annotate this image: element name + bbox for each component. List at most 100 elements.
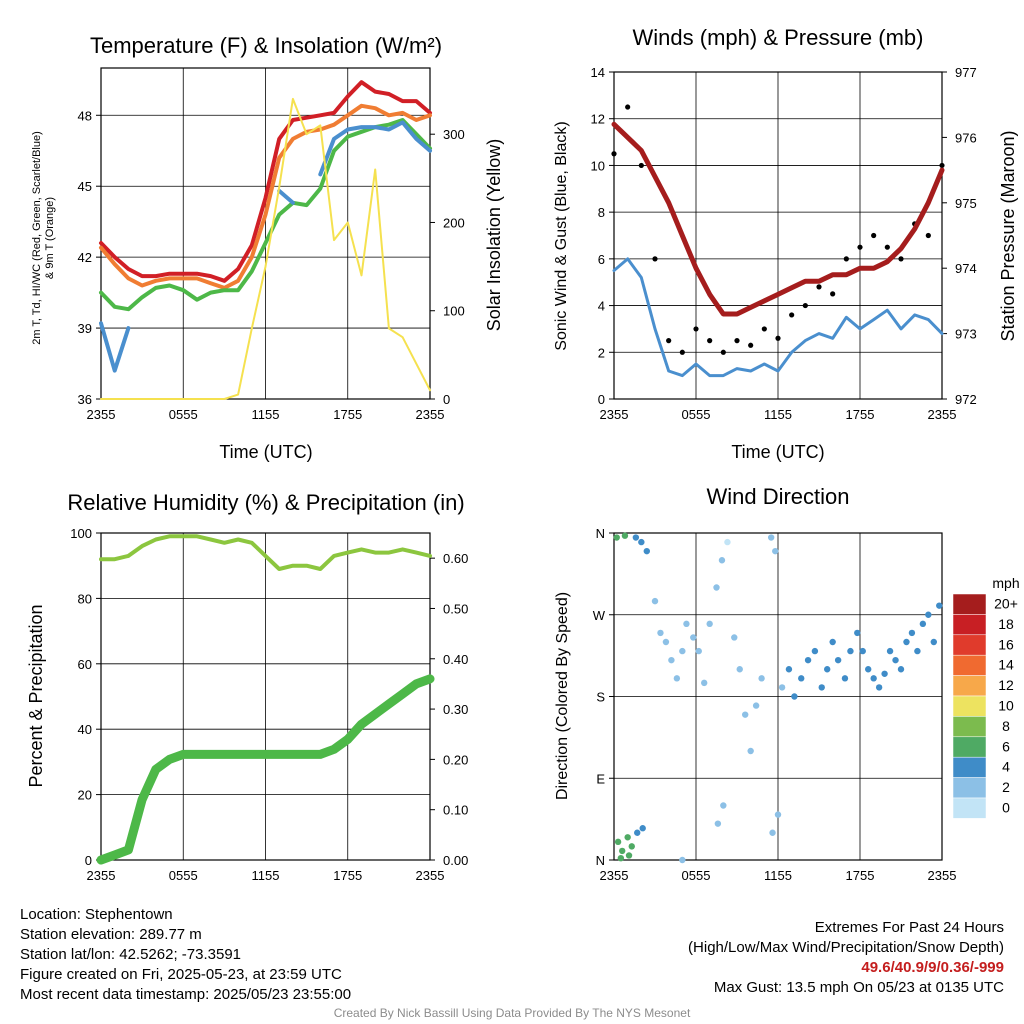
colorbar-swatch (952, 634, 987, 656)
gust-point (830, 291, 836, 297)
direction-point (731, 634, 738, 641)
x-tick-label: 1755 (846, 868, 875, 883)
y-tick-label: 60 (78, 657, 92, 672)
direction-point (621, 532, 629, 539)
wind_blue-line (612, 257, 944, 378)
direction-point (892, 656, 899, 664)
humidity-plot: 2355 0555 1155 1755 23550204060801000.000.10… (70, 526, 468, 883)
y-tick-label: W (593, 608, 606, 623)
direction-point (767, 534, 775, 541)
gust-point (734, 338, 740, 344)
gust-point (802, 302, 808, 309)
chill_blue-line (99, 120, 432, 373)
direction-point (639, 825, 646, 832)
gust-point (925, 232, 931, 239)
y-right-tick-label: 0.50 (443, 601, 468, 616)
direction-point (724, 538, 731, 546)
solar_yellow-line (100, 97, 431, 400)
y-right-tick-label: 0.60 (443, 551, 468, 566)
direction-point (886, 647, 894, 655)
direction-point (657, 629, 664, 637)
x-tick-label: 2355 (416, 407, 445, 422)
x-tick-label: 2355 (600, 407, 629, 422)
colorbar-swatch (952, 695, 987, 717)
y-right-tick-label: 0.00 (443, 853, 468, 868)
y-tick-label: N (596, 853, 605, 868)
gust-point (679, 349, 685, 355)
direction-point (625, 852, 633, 859)
y-tick-label: 2 (598, 345, 605, 360)
temperature-panel: Temperature (F) & Insolation (W/m²) Time… (31, 33, 504, 462)
direction-point (897, 666, 905, 673)
direction-point (875, 684, 883, 691)
direction-point (679, 856, 686, 864)
colorbar-swatch (952, 614, 987, 636)
y-tick-label: N (596, 526, 605, 541)
x-tick-label: 2355 (928, 407, 957, 422)
direction-point (772, 547, 779, 555)
direction-point (628, 843, 635, 850)
colorbar-label: 14 (998, 657, 1014, 673)
humidity-ylabel-left: Percent & Precipitation (26, 604, 46, 787)
direction-point (752, 702, 760, 709)
colorbar-label: 0 (1002, 800, 1010, 816)
x-tick-label: 2355 (416, 868, 445, 883)
colorbar-label: 16 (998, 636, 1014, 652)
gust-point (652, 256, 658, 262)
gust-point (720, 349, 726, 355)
station-latlon: Station lat/lon: 42.5262; -73.3591 (20, 946, 242, 963)
gust-point (707, 338, 713, 344)
direction-point (769, 829, 776, 836)
colorbar-swatch (952, 736, 987, 758)
x-tick-label: 1755 (846, 407, 875, 422)
y-tick-label: 12 (591, 112, 605, 127)
gust-point (761, 326, 767, 332)
gust-point (693, 326, 699, 332)
direction-point (854, 629, 861, 637)
gust-point (748, 342, 754, 348)
max-gust: Max Gust: 13.5 mph On 05/23 at 0135 UTC (713, 979, 1004, 996)
y-right-tick-label: 200 (443, 215, 465, 230)
direction-point (713, 584, 720, 591)
y-tick-label: S (596, 690, 605, 705)
direction-point (936, 602, 943, 609)
gust-point (666, 338, 672, 344)
direction-point (834, 656, 842, 664)
direction-point (742, 711, 749, 718)
x-tick-label: 0555 (682, 407, 711, 422)
y-right-tick-label: 100 (443, 304, 465, 319)
x-tick-label: 2355 (600, 868, 629, 883)
y-tick-label: 36 (78, 392, 92, 407)
y-right-tick-label: 977 (955, 65, 977, 80)
y-tick-label: 10 (591, 158, 605, 173)
x-tick-label: 2355 (928, 868, 957, 883)
direction-point (634, 829, 641, 836)
humidity-panel: Relative Humidity (%) & Precipitation (i… (26, 490, 468, 883)
direction-point (778, 684, 786, 691)
y-tick-label: 0 (598, 392, 605, 407)
x-tick-label: 1155 (764, 868, 792, 883)
x-tick-label: 1755 (333, 868, 362, 883)
y-right-tick-label: 976 (955, 130, 977, 145)
y-right-tick-label: 974 (955, 261, 977, 276)
direction-point (818, 684, 825, 691)
direction-point (859, 647, 866, 655)
y-right-tick-label: 0 (443, 392, 450, 407)
direction-point (903, 638, 910, 646)
x-tick-label: 2355 (87, 868, 116, 883)
winds-xlabel: Time (UTC) (731, 442, 824, 462)
direction-point (881, 670, 888, 677)
direction-ylabel-left: Direction (Colored By Speed) (554, 592, 571, 800)
y-right-tick-label: 972 (955, 392, 977, 407)
y-right-tick-label: 0.10 (443, 803, 468, 818)
gust-point (843, 256, 849, 262)
y-tick-label: 42 (78, 250, 92, 265)
direction-point (804, 656, 812, 664)
gust-point (816, 284, 822, 290)
direction-point (714, 820, 722, 827)
direction-point (695, 647, 702, 655)
winds-plot: 2355 0555 1155 1755 235502468101214972973974… (591, 65, 977, 422)
